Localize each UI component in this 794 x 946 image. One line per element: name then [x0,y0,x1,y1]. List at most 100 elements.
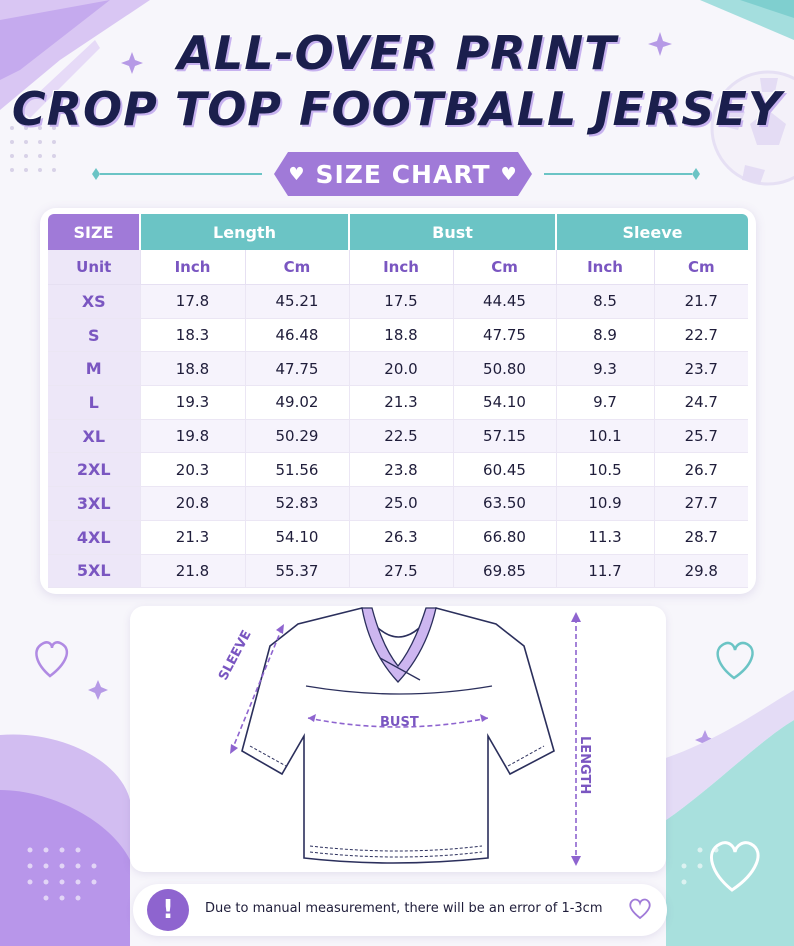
measurement-diagram: BUST SLEEVE LENGTH [130,606,666,872]
measurement-cell: 27.7 [653,486,749,521]
measurement-cell: 44.45 [452,284,557,319]
unit-label: Cm [452,250,557,285]
measurement-cell: 20.8 [139,486,245,521]
table-row: 3XL 20.8 52.83 25.0 63.50 10.9 27.7 [48,486,749,521]
column-header-sleeve: Sleeve [555,214,749,250]
measurement-cell: 23.7 [653,351,749,387]
measurement-cell: 21.7 [653,284,749,319]
size-label: XL [48,419,140,454]
measurement-cell: 47.75 [452,318,557,353]
heart-icon: ♥ [500,163,518,185]
column-header-bust: Bust [347,214,557,250]
table-row: L 19.3 49.02 21.3 54.10 9.7 24.7 [48,385,749,420]
size-label: 4XL [48,520,140,555]
measurement-cell: 18.8 [348,318,453,353]
table-row: XL 19.8 50.29 22.5 57.15 10.1 25.7 [48,419,749,454]
measurement-cell: 20.0 [348,351,453,387]
unit-label: Cm [653,250,749,285]
note-text: Due to manual measurement, there will be… [205,901,603,916]
size-label: L [48,385,140,420]
unit-label: Cm [244,250,349,285]
measurement-cell: 26.7 [653,452,749,488]
measurement-cell: 21.3 [348,385,453,420]
measurement-cell: 9.7 [555,385,655,420]
heart-outline-icon [710,841,760,892]
size-table: SIZE Length Bust Sleeve Unit Inch Cm Inc… [48,214,749,589]
size-label: XS [48,284,140,319]
heart-icon: ♥ [288,163,306,185]
size-label: M [48,351,140,387]
size-chart-banner: ♥ SIZE CHART ♥ [274,152,532,196]
measurement-cell: 50.80 [452,351,557,387]
measurement-cell: 9.3 [555,351,655,387]
measurement-cell: 54.10 [244,520,349,555]
unit-row-label: Unit [48,250,140,285]
size-label: 2XL [48,452,140,488]
measurement-cell: 27.5 [348,554,453,589]
measurement-cell: 26.3 [348,520,453,555]
measurement-cell: 23.8 [348,452,453,488]
measurement-cell: 19.8 [139,419,245,454]
unit-label: Inch [348,250,453,285]
column-header-size: SIZE [48,214,140,250]
measurement-cell: 69.85 [452,554,557,589]
jersey-illustration [230,607,581,866]
size-label: 5XL [48,554,140,589]
measurement-cell: 10.1 [555,419,655,454]
measurement-cell: 8.9 [555,318,655,353]
table-row: S 18.3 46.48 18.8 47.75 8.9 22.7 [48,318,749,353]
measurement-cell: 10.9 [555,486,655,521]
measurement-cell: 22.5 [348,419,453,454]
measurement-cell: 8.5 [555,284,655,319]
unit-label: Inch [139,250,245,285]
heart-outline-icon [716,641,754,680]
table-row: XS 17.8 45.21 17.5 44.45 8.5 21.7 [48,284,749,319]
size-table-card: SIZE Length Bust Sleeve Unit Inch Cm Inc… [40,208,756,594]
measurement-cell: 46.48 [244,318,349,353]
measurement-cell: 25.0 [348,486,453,521]
table-row: M 18.8 47.75 20.0 50.80 9.3 23.7 [48,351,749,387]
measurement-cell: 54.10 [452,385,557,420]
measurement-cell: 51.56 [244,452,349,488]
measurement-cell: 49.02 [244,385,349,420]
measurement-cell: 29.8 [653,554,749,589]
column-header-length: Length [139,214,349,250]
title-line-1: ALL-OVER PRINT [177,26,617,80]
measurement-cell: 50.29 [244,419,349,454]
measurement-cell: 18.8 [139,351,245,387]
measurement-cell: 11.3 [555,520,655,555]
table-row: 4XL 21.3 54.10 26.3 66.80 11.3 28.7 [48,520,749,555]
measurement-cell: 66.80 [452,520,557,555]
measurement-cell: 18.3 [139,318,245,353]
measurement-cell: 21.8 [139,554,245,589]
size-label: 3XL [48,486,140,521]
measurement-cell: 47.75 [244,351,349,387]
title-line-2: CROP TOP FOOTBALL JERSEY [11,82,783,136]
measurement-cell: 21.3 [139,520,245,555]
measurement-cell: 11.7 [555,554,655,589]
measurement-cell: 63.50 [452,486,557,521]
soccer-ball-icon [710,70,794,186]
measurement-cell: 17.8 [139,284,245,319]
table-row: 5XL 21.8 55.37 27.5 69.85 11.7 29.8 [48,554,749,589]
size-label: S [48,318,140,353]
bust-label: BUST [380,715,419,730]
measurement-cell: 17.5 [348,284,453,319]
measurement-cell: 22.7 [653,318,749,353]
measurement-cell: 60.45 [452,452,557,488]
measurement-cell: 24.7 [653,385,749,420]
length-label: LENGTH [577,736,592,795]
table-row: 2XL 20.3 51.56 23.8 60.45 10.5 26.7 [48,452,749,488]
measurement-cell: 52.83 [244,486,349,521]
measurement-cell: 28.7 [653,520,749,555]
heart-outline-icon [35,641,69,678]
measurement-note: ! Due to manual measurement, there will … [133,884,667,936]
measurement-cell: 45.21 [244,284,349,319]
measurement-cell: 19.3 [139,385,245,420]
exclamation-icon: ! [147,889,189,931]
measurement-cell: 10.5 [555,452,655,488]
measurement-cell: 20.3 [139,452,245,488]
heart-outline-icon [629,898,651,920]
measurement-cell: 57.15 [452,419,557,454]
